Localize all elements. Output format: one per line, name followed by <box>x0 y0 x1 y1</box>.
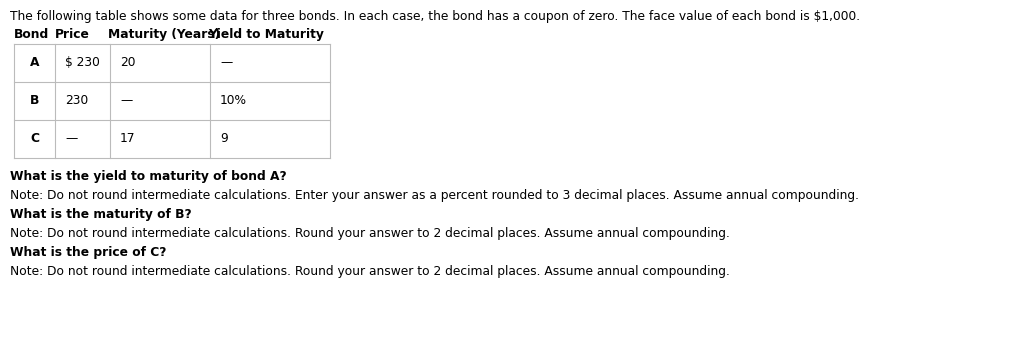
Text: —: — <box>65 132 77 145</box>
Text: 230: 230 <box>65 95 88 107</box>
Text: 10%: 10% <box>220 95 247 107</box>
Text: Yield to Maturity: Yield to Maturity <box>208 28 324 41</box>
Text: Note: Do not round intermediate calculations. Round your answer to 2 decimal pla: Note: Do not round intermediate calculat… <box>10 265 730 278</box>
Text: Maturity (Years): Maturity (Years) <box>108 28 220 41</box>
Text: What is the price of C?: What is the price of C? <box>10 246 166 259</box>
Text: 17: 17 <box>120 132 135 145</box>
Text: Note: Do not round intermediate calculations. Round your answer to 2 decimal pla: Note: Do not round intermediate calculat… <box>10 227 730 240</box>
Text: —: — <box>220 57 233 69</box>
Text: 9: 9 <box>220 132 228 145</box>
Text: Bond: Bond <box>14 28 49 41</box>
Text: Price: Price <box>55 28 90 41</box>
Text: The following table shows some data for three bonds. In each case, the bond has : The following table shows some data for … <box>10 10 860 23</box>
Text: B: B <box>30 95 39 107</box>
Text: —: — <box>120 95 132 107</box>
Text: C: C <box>30 132 39 145</box>
Text: A: A <box>30 57 40 69</box>
Text: What is the maturity of B?: What is the maturity of B? <box>10 208 192 221</box>
Text: Note: Do not round intermediate calculations. Enter your answer as a percent rou: Note: Do not round intermediate calculat… <box>10 189 859 202</box>
Text: 20: 20 <box>120 57 135 69</box>
Text: $ 230: $ 230 <box>65 57 99 69</box>
Text: What is the yield to maturity of bond A?: What is the yield to maturity of bond A? <box>10 170 287 183</box>
